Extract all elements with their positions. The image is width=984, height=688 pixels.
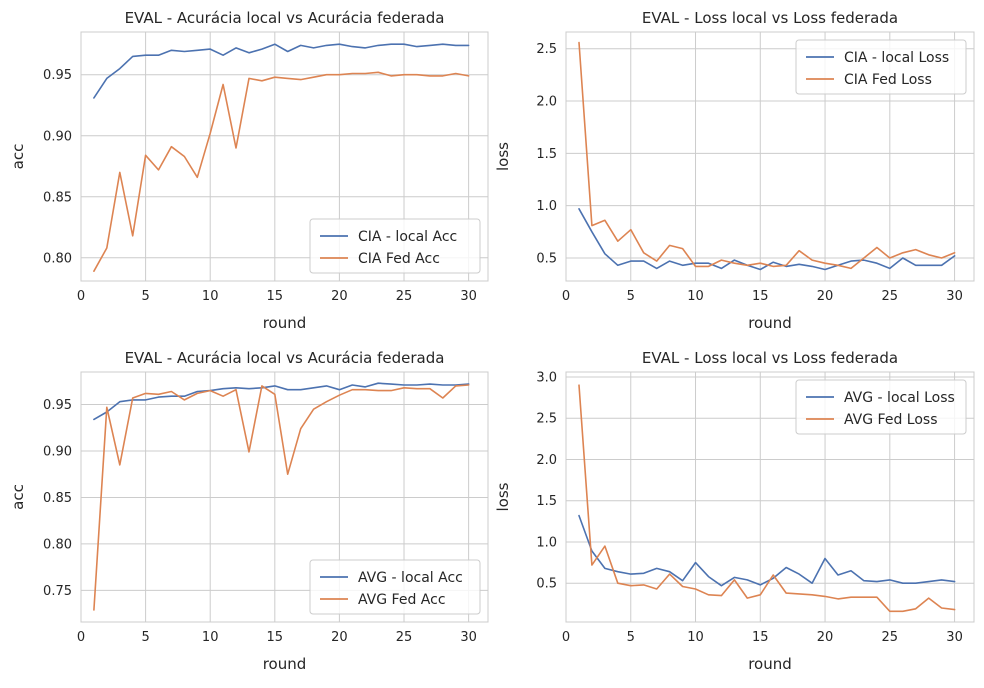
y-tick-label: 0.85 [43, 491, 72, 506]
x-tick-label: 20 [331, 289, 348, 304]
legend-label-2: CIA Fed Loss [844, 72, 932, 88]
x-tick-label: 10 [202, 630, 219, 645]
y-tick-label: 0.80 [43, 537, 72, 552]
y-tick-label: 1.0 [536, 535, 557, 550]
series-line-1 [578, 208, 956, 271]
plot-frame [565, 371, 975, 623]
y-tick-label: 2.0 [536, 453, 557, 468]
chart-panel-4: 0 5 10 15 20 25 30 0.5 1.0 1.5 2.0 2.5 3.0 EVAL - Los… [494, 349, 975, 673]
chart-title: EVAL - Acurácia local vs Acurácia federa… [125, 9, 445, 27]
series-line-1 [578, 514, 956, 587]
y-tick-label: 2.5 [536, 412, 557, 427]
y-axis-label: loss [494, 142, 512, 171]
x-tick-label: 0 [562, 630, 570, 645]
series-line-2 [93, 71, 470, 273]
y-tick-label: 1.5 [536, 494, 557, 509]
chart-title: EVAL - Loss local vs Loss federada [642, 9, 898, 27]
x-tick-label: 30 [460, 630, 477, 645]
legend-label-2: CIA Fed Acc [358, 251, 440, 267]
y-tick-label: 3.0 [536, 370, 557, 385]
legend-label-2: AVG Fed Acc [358, 592, 446, 608]
legend-label-1: AVG - local Loss [844, 390, 955, 406]
x-axis-label: round [748, 655, 792, 673]
x-tick-label: 20 [331, 630, 348, 645]
legend-box [309, 218, 481, 274]
x-axis-label: round [748, 314, 792, 332]
x-tick-label: 0 [77, 289, 85, 304]
y-tick-label: 0.5 [536, 251, 557, 266]
legend-label-1: CIA - local Acc [358, 229, 457, 245]
y-tick-label: 0.75 [43, 584, 72, 599]
y-tick-label: 0.90 [43, 129, 72, 144]
x-tick-label: 10 [687, 630, 704, 645]
x-tick-label: 30 [946, 289, 963, 304]
y-tick-label: 0.95 [43, 398, 72, 413]
chart-panel-1: 0 5 10 15 20 25 30 0.80 0.85 0.90 0.95 EVAL - Acurá… [9, 9, 489, 332]
legend-box [795, 39, 967, 95]
legend-label-1: CIA - local Loss [844, 50, 949, 66]
legend-box [795, 379, 967, 435]
plot-frame [80, 31, 489, 282]
legend: CIA - local Loss CIA Fed Loss [795, 39, 967, 95]
chart-title: EVAL - Loss local vs Loss federada [642, 349, 898, 367]
y-tick-label: 2.0 [536, 95, 557, 110]
x-tick-label: 10 [202, 289, 219, 304]
y-tick-label: 0.5 [536, 577, 557, 592]
legend-label-1: AVG - local Acc [358, 570, 463, 586]
y-tick-label: 1.5 [536, 147, 557, 162]
series-line-2 [578, 384, 956, 613]
x-axis-label: round [263, 314, 307, 332]
x-tick-label: 15 [267, 289, 284, 304]
legend: AVG - local Loss AVG Fed Loss [795, 379, 967, 435]
y-axis-label: acc [9, 144, 27, 170]
y-axis-label: loss [494, 482, 512, 511]
y-axis-label: acc [9, 484, 27, 510]
x-tick-label: 20 [817, 630, 834, 645]
x-tick-label: 15 [267, 630, 284, 645]
legend: AVG - local Acc AVG Fed Acc [309, 559, 481, 615]
x-tick-label: 25 [396, 630, 413, 645]
legend-label-2: AVG Fed Loss [844, 412, 938, 428]
x-tick-label: 5 [627, 289, 635, 304]
series-line-2 [93, 384, 470, 611]
legend: CIA - local Acc CIA Fed Acc [309, 218, 481, 274]
x-tick-label: 5 [141, 630, 149, 645]
y-tick-label: 0.95 [43, 68, 72, 83]
x-tick-label: 0 [77, 630, 85, 645]
chart-panel-3: 0 5 10 15 20 25 30 0.75 0.80 0.85 0.90 0.95 EVAL - A… [9, 349, 489, 673]
plot-frame [565, 31, 975, 282]
x-tick-label: 10 [687, 289, 704, 304]
y-tick-label: 0.80 [43, 251, 72, 266]
x-tick-label: 20 [817, 289, 834, 304]
x-tick-label: 0 [562, 289, 570, 304]
x-tick-label: 30 [460, 289, 477, 304]
x-tick-label: 5 [141, 289, 149, 304]
x-tick-label: 30 [946, 630, 963, 645]
x-axis-label: round [263, 655, 307, 673]
y-tick-label: 2.5 [536, 42, 557, 57]
y-tick-label: 1.0 [536, 199, 557, 214]
series-line-2 [578, 41, 956, 270]
x-tick-label: 25 [882, 289, 899, 304]
x-tick-label: 5 [627, 630, 635, 645]
plot-frame [80, 371, 489, 623]
y-tick-label: 0.90 [43, 444, 72, 459]
legend-box [309, 559, 481, 615]
y-tick-label: 0.85 [43, 190, 72, 205]
x-tick-label: 15 [752, 289, 769, 304]
x-tick-label: 25 [882, 630, 899, 645]
series-line-1 [93, 43, 470, 99]
series-line-1 [93, 382, 470, 421]
chart-title: EVAL - Acurácia local vs Acurácia federa… [125, 349, 445, 367]
chart-panel-2: 0 5 10 15 20 25 30 0.5 1.0 1.5 2.0 2.5 EVAL - Loss l… [494, 9, 975, 332]
x-tick-label: 15 [752, 630, 769, 645]
x-tick-label: 25 [396, 289, 413, 304]
